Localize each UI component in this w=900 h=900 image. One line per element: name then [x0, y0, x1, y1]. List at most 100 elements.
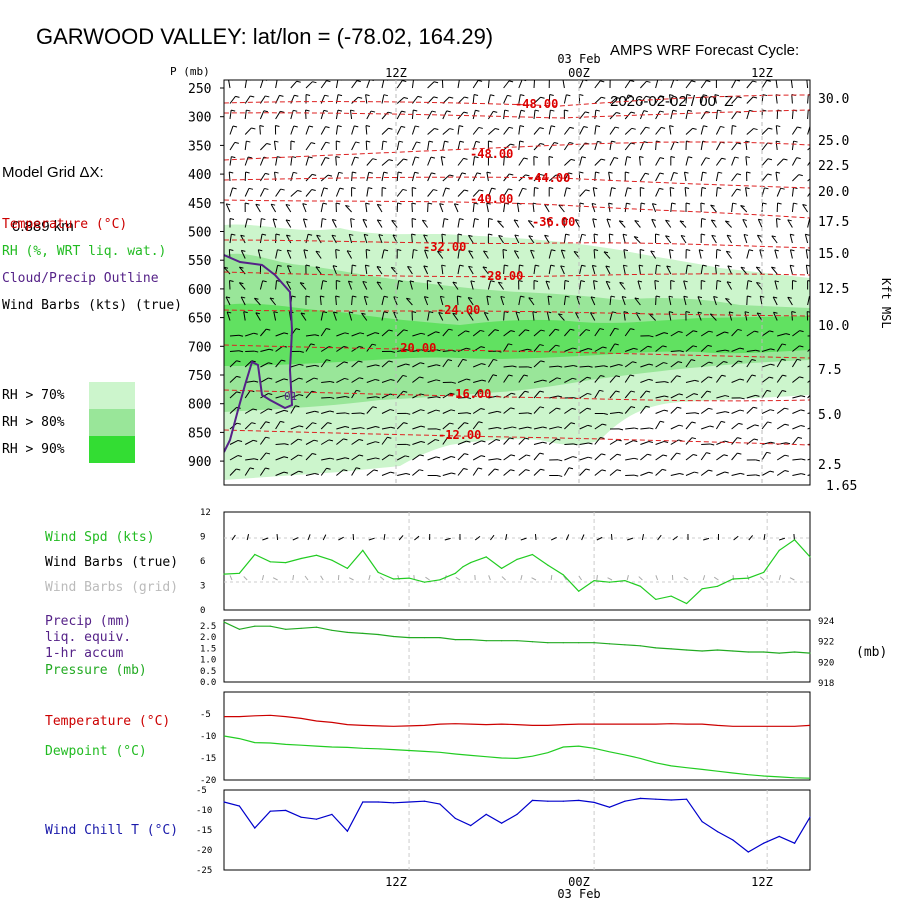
contour-label: -44.00 — [527, 171, 570, 185]
wind-barb — [320, 94, 326, 104]
wind-barb — [488, 468, 495, 476]
legend-precip: Precip (mm) — [45, 614, 132, 629]
wind-barb — [513, 219, 520, 228]
wind-barb — [757, 219, 763, 228]
wind-barb-flag — [284, 395, 289, 398]
wind-barb — [381, 436, 388, 445]
wind-barb — [255, 204, 261, 213]
y-tick-label: -15 — [200, 754, 216, 764]
wind-barb — [655, 172, 661, 182]
wind-barb — [299, 282, 307, 290]
wind-barb-flag — [785, 333, 790, 336]
wind-barb — [594, 423, 603, 430]
wind-barb — [396, 189, 404, 197]
wind-barb — [396, 280, 400, 290]
wind-barb — [275, 421, 281, 430]
wind-barb — [761, 348, 771, 352]
height-tick: 10.0 — [818, 319, 849, 334]
wind-barb — [376, 219, 383, 228]
wind-barb — [348, 311, 353, 321]
wind-speed-line-point — [655, 598, 657, 601]
wind-barb-flag — [595, 125, 601, 128]
wind-barb-flag — [388, 159, 393, 162]
wind-barb — [440, 156, 444, 166]
wind-barb — [670, 439, 679, 445]
wind-barb-flag — [707, 344, 712, 347]
wind-barb-flag — [466, 412, 472, 415]
wind-barb — [725, 250, 733, 259]
wind-barb-flag — [711, 219, 716, 222]
wind-barb — [457, 80, 460, 89]
wind-barb — [390, 266, 398, 275]
wind-barb — [700, 376, 709, 383]
wind-barb-flag — [349, 311, 354, 314]
wind-barb — [457, 141, 461, 151]
wind-barb-flag — [383, 295, 389, 298]
wind-barb-flag — [691, 421, 696, 424]
wind-barb — [724, 220, 732, 228]
wind-barb — [225, 203, 231, 213]
wind-barb — [427, 409, 437, 414]
wind-barb-flag — [816, 363, 820, 364]
wind-barb — [412, 454, 421, 461]
y-tick-label: -25 — [196, 866, 212, 876]
wind-barb-flag — [481, 379, 487, 382]
wind-barb-flag — [599, 328, 604, 331]
wind-barb-flag — [231, 233, 236, 236]
contour-label: -20.00 — [393, 341, 436, 355]
wind-barb — [518, 469, 526, 476]
wind-barb — [700, 361, 710, 368]
wind-barb — [244, 188, 250, 197]
wind-barb — [594, 365, 604, 368]
wind-barb — [609, 375, 617, 383]
wind-barb — [305, 156, 310, 166]
wind-barb — [579, 424, 589, 430]
wind-barb-flag — [683, 295, 688, 298]
wind-barb-flag — [522, 80, 527, 82]
wind-barb — [442, 359, 449, 368]
wind-barb — [468, 235, 474, 244]
wind-barb — [305, 189, 313, 197]
grid-barb — [261, 575, 265, 581]
wind-barb-flag — [343, 345, 348, 348]
wind-barb-flag — [293, 109, 298, 112]
wind-barb-flag — [355, 141, 360, 144]
wind-barb — [715, 421, 722, 430]
wind-barb — [639, 126, 647, 135]
wind-barb — [397, 349, 407, 352]
wind-barb — [731, 156, 736, 166]
wind-barb-flag — [253, 458, 259, 461]
grid-barb — [702, 575, 706, 581]
wind-barb-flag — [411, 218, 417, 220]
wind-barb-flag — [265, 452, 271, 455]
wind-barb-flag — [586, 407, 592, 410]
wind-barb — [396, 422, 404, 430]
wind-barb — [290, 394, 300, 399]
wind-barb — [321, 410, 330, 414]
windchill-line-point — [516, 813, 518, 816]
wind-barb-flag — [272, 218, 278, 221]
wind-barb-flag — [517, 202, 522, 205]
wind-barb — [320, 80, 327, 89]
wind-barb-flag — [323, 109, 328, 112]
wind-barb — [442, 128, 450, 135]
y-tick-label: 0 — [200, 606, 205, 616]
wind-barb — [715, 141, 722, 151]
grid-barb — [655, 575, 659, 581]
grid-barb — [348, 577, 354, 581]
wind-barb-flag — [231, 109, 236, 112]
y-tick-label: -10 — [196, 806, 212, 816]
wind-barb — [665, 235, 672, 244]
wind-barb — [774, 280, 778, 290]
wind-barb-flag — [421, 349, 426, 352]
legend-dewpoint: Dewpoint (°C) — [45, 744, 147, 759]
wind-barb — [423, 296, 429, 306]
wind-barb-flag — [406, 297, 411, 300]
wind-barb-flag — [403, 96, 409, 99]
wind-barb — [716, 349, 726, 352]
wind-barb — [456, 295, 459, 306]
wind-barb-flag — [527, 412, 532, 415]
wind-barb — [286, 234, 292, 244]
wind-barb-flag — [354, 156, 359, 159]
wind-barb — [503, 437, 511, 445]
